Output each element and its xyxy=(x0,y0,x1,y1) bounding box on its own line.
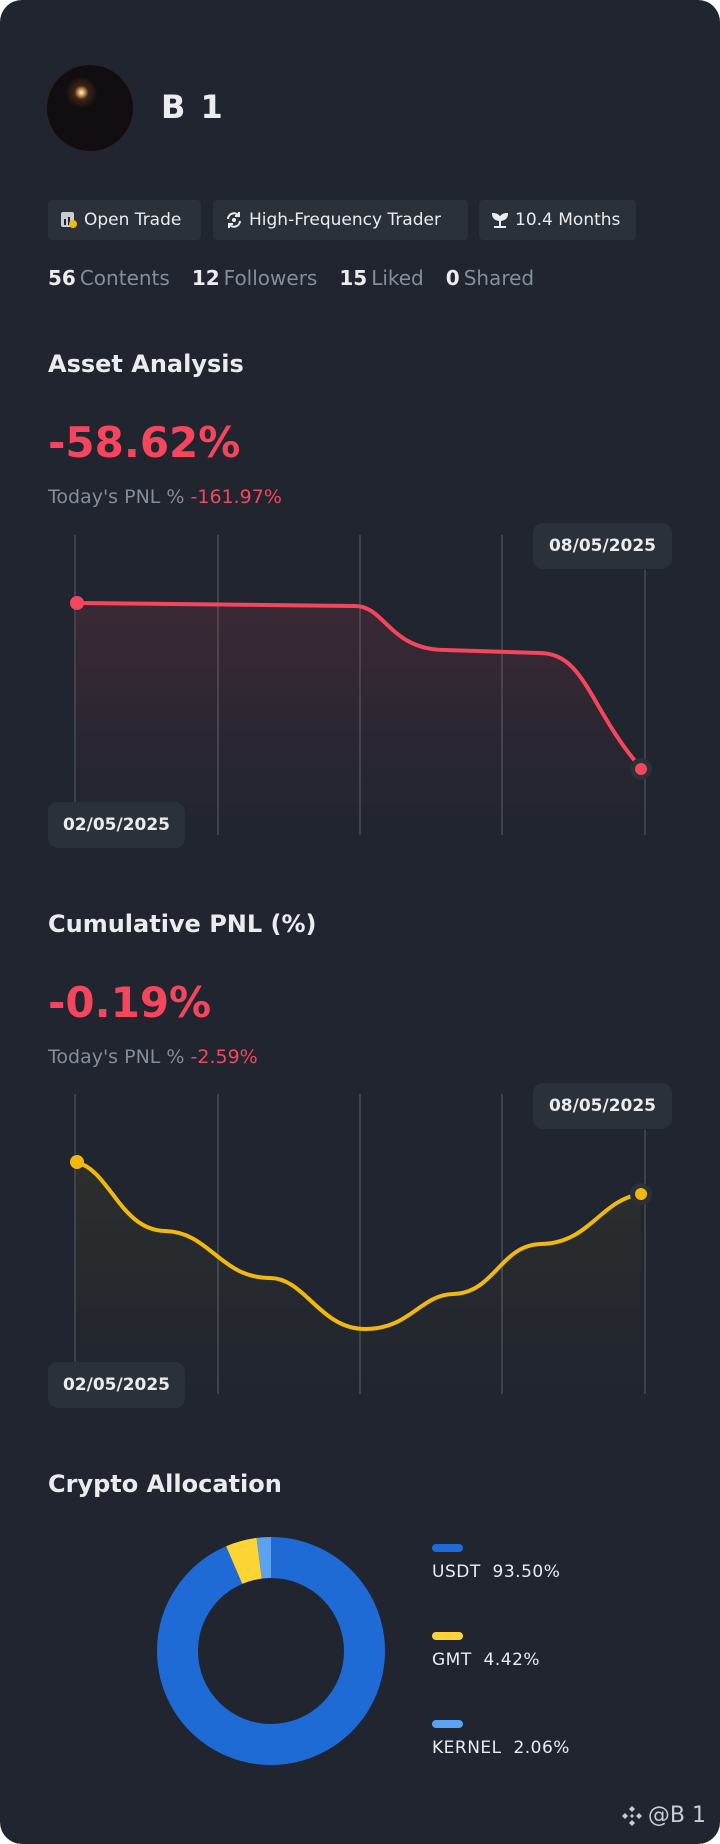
chart-area xyxy=(76,603,641,835)
binance-logo-icon xyxy=(621,1805,642,1826)
cumulative-pnl-title: Cumulative PNL (%) xyxy=(48,910,317,938)
start-point xyxy=(70,1155,84,1169)
tag-label: 10.4 Months xyxy=(515,210,621,230)
asset-analysis-title: Asset Analysis xyxy=(48,350,244,378)
refresh-icon xyxy=(227,212,241,228)
tag-label: Open Trade xyxy=(84,210,182,230)
end-point xyxy=(635,763,647,775)
asset-analysis-chart[interactable] xyxy=(0,520,720,850)
tag-label: High-Frequency Trader xyxy=(249,210,441,230)
asset-analysis-value: -58.62% xyxy=(48,418,241,467)
stat-shared[interactable]: 0 Shared xyxy=(445,266,535,290)
end-date-tooltip: 08/05/2025 xyxy=(533,1083,672,1129)
stat-followers[interactable]: 12 Followers xyxy=(191,266,318,290)
donut-slice-usdt[interactable] xyxy=(157,1537,385,1765)
cumulative-pnl-value: -0.19% xyxy=(48,978,212,1027)
legend-swatch-gmt xyxy=(432,1632,463,1640)
cumulative-today-pnl: Today's PNL % -2.59% xyxy=(48,1046,258,1068)
legend-item-gmt: GMT 4.42% xyxy=(432,1650,541,1670)
footer-handle: @B 1 xyxy=(647,1803,706,1828)
tag-tenure: 10.4 Months xyxy=(479,200,636,240)
chart-line xyxy=(75,601,643,770)
start-date-tooltip: 02/05/2025 xyxy=(48,1362,185,1408)
chart-line xyxy=(75,1160,642,1332)
avatar[interactable] xyxy=(46,64,134,152)
chart-area xyxy=(76,1162,641,1394)
stats-row: 56 Contents 12 Followers 15 Liked 0 Shared xyxy=(48,266,534,290)
legend-swatch-kernel xyxy=(432,1720,463,1728)
asset-today-pnl: Today's PNL % -161.97% xyxy=(48,486,282,508)
end-date-tooltip: 08/05/2025 xyxy=(533,523,672,569)
footer-watermark: @B 1 xyxy=(620,1803,706,1828)
tag-high-frequency-trader: High-Frequency Trader xyxy=(213,200,468,240)
stat-liked[interactable]: 15 Liked xyxy=(339,266,424,290)
end-point xyxy=(635,1188,647,1200)
legend-item-kernel: KERNEL 2.06% xyxy=(432,1738,570,1758)
legend-item-usdt: USDT 93.50% xyxy=(432,1562,561,1582)
profile-name: B 1 xyxy=(161,88,225,126)
stat-contents[interactable]: 56 Contents xyxy=(48,266,170,290)
sprout-icon xyxy=(491,212,509,228)
open-trade-icon xyxy=(61,212,77,228)
donut-slice-kernel[interactable] xyxy=(157,1537,385,1765)
cumulative-pnl-chart[interactable] xyxy=(0,1080,720,1410)
allocation-donut[interactable] xyxy=(150,1530,392,1772)
start-point xyxy=(70,596,84,610)
start-date-tooltip: 02/05/2025 xyxy=(48,802,185,848)
crypto-allocation-title: Crypto Allocation xyxy=(48,1470,282,1498)
tag-open-trade: Open Trade xyxy=(48,200,201,240)
legend-swatch-usdt xyxy=(432,1544,463,1552)
